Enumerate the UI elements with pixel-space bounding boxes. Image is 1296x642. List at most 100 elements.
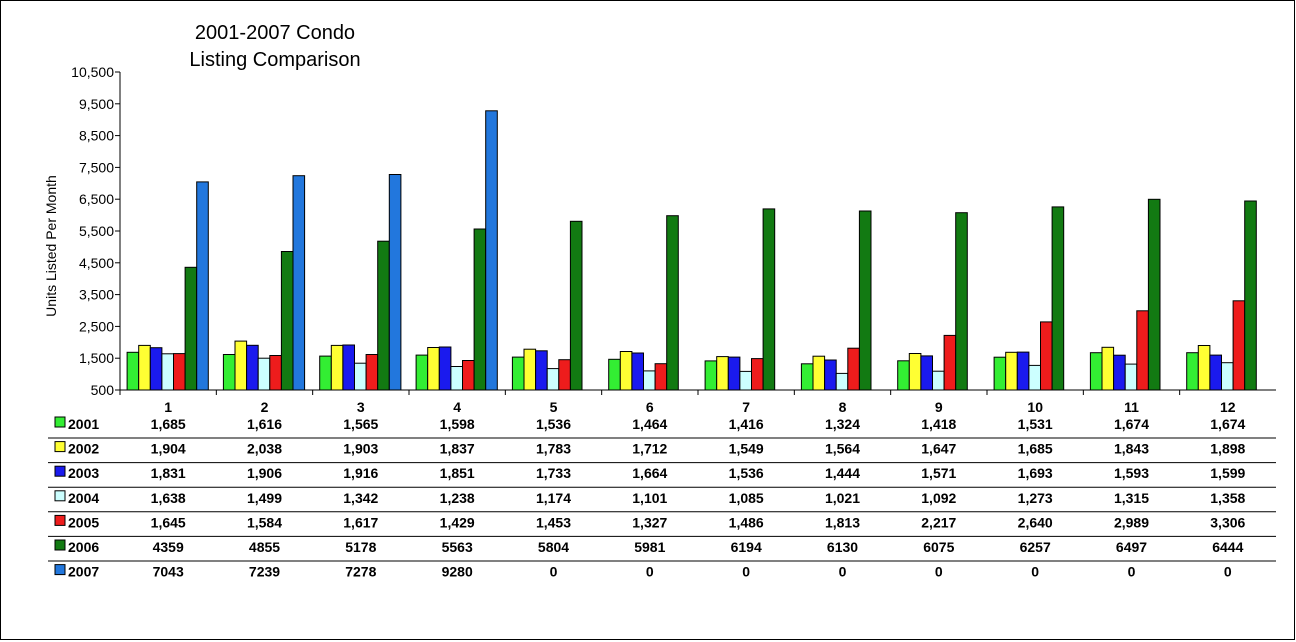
x-tick-label: 11: [1124, 399, 1139, 415]
table-cell: 1,783: [536, 441, 571, 457]
bar-2004-10: [1028, 364, 1042, 391]
bar-2003-11: [1113, 354, 1126, 391]
bar-2002-7: [716, 356, 729, 391]
bar-2002-12: [1197, 345, 1211, 391]
table-cell: 1,843: [1114, 441, 1149, 457]
table-cell: 1,174: [536, 490, 571, 506]
table-cell: 1,273: [1018, 490, 1053, 506]
bar-2003-9: [920, 355, 934, 391]
bar-2005-11: [1136, 310, 1149, 391]
legend-key-2007: [54, 564, 66, 576]
bar-2005-10: [1040, 321, 1053, 391]
bar-2006-1: [184, 266, 198, 391]
table-cell: 2,989: [1114, 514, 1149, 530]
bar-2004-3: [354, 362, 367, 391]
bar-2004-4: [450, 366, 463, 391]
legend-key-2004: [54, 490, 66, 502]
table-cell: 2,038: [247, 441, 282, 457]
row-label-2007: 2007: [68, 564, 99, 580]
row-label-2004: 2004: [68, 490, 99, 506]
table-cell: 1,733: [536, 465, 571, 481]
bar-2006-7: [762, 208, 776, 391]
table-cell: 1,712: [632, 441, 667, 457]
table-cell: 1,645: [151, 514, 186, 530]
bar-2001-3: [319, 355, 332, 391]
table-cell: 1,593: [1114, 465, 1149, 481]
x-tick-label: 5: [550, 399, 558, 415]
table-cell: 0: [935, 564, 943, 580]
bar-2001-8: [800, 363, 814, 391]
bar-2006-4: [473, 228, 487, 391]
x-tick-label: 4: [453, 399, 461, 415]
table-cell: 3,306: [1210, 514, 1245, 530]
bar-2003-5: [535, 350, 548, 391]
table-cell: 1,418: [921, 416, 956, 432]
table-cell: 1,499: [247, 490, 282, 506]
table-cell: 9280: [442, 564, 473, 580]
chart-title-line-1: 2001-2007 Condo: [195, 22, 355, 44]
y-tick-label: 8,500: [79, 128, 114, 144]
table-cell: 2,640: [1018, 514, 1053, 530]
bar-2005-8: [847, 347, 860, 391]
row-label-2005: 2005: [68, 514, 99, 530]
legend-key-2002: [54, 441, 66, 453]
bar-2003-6: [631, 352, 645, 391]
table-cell: 1,584: [247, 514, 282, 530]
bar-2005-9: [943, 334, 957, 391]
x-tick-label: 1: [164, 399, 172, 415]
bar-2001-7: [704, 360, 718, 391]
table-cell: 1,564: [825, 441, 860, 457]
bar-2004-6: [643, 370, 656, 391]
table-cell: 1,416: [729, 416, 764, 432]
table-cell: 1,674: [1210, 416, 1245, 432]
table-cell: 1,598: [440, 416, 475, 432]
table-cell: 1,536: [729, 465, 764, 481]
table-cell: 1,664: [632, 465, 667, 481]
table-cell: 5804: [538, 539, 569, 555]
table-cell: 0: [550, 564, 558, 580]
bar-2001-12: [1186, 352, 1199, 391]
table-cell: 0: [646, 564, 654, 580]
table-cell: 5981: [634, 539, 665, 555]
table-cell: 1,342: [343, 490, 378, 506]
row-label-2002: 2002: [68, 441, 99, 457]
bar-2003-2: [246, 344, 259, 391]
table-cell: 1,324: [825, 416, 860, 432]
bar-2006-3: [377, 240, 390, 391]
table-cell: 1,599: [1210, 465, 1245, 481]
bar-2002-11: [1101, 346, 1115, 391]
table-cell: 0: [839, 564, 847, 580]
bar-2005-7: [751, 358, 764, 391]
bar-2005-3: [365, 354, 379, 391]
table-cell: 1,906: [247, 465, 282, 481]
bar-2005-2: [269, 355, 282, 391]
bar-2006-6: [666, 215, 679, 391]
table-cell: 4855: [249, 539, 280, 555]
table-cell: 1,685: [1018, 441, 1053, 457]
table-cell: 0: [1224, 564, 1232, 580]
table-cell: 1,674: [1114, 416, 1149, 432]
bar-2003-4: [438, 346, 452, 391]
bar-2004-8: [835, 372, 849, 391]
bar-2006-10: [1051, 206, 1065, 391]
table-cell: 7239: [249, 564, 280, 580]
table-cell: 1,813: [825, 514, 860, 530]
table-cell: 6497: [1116, 539, 1147, 555]
legend-key-2005: [54, 514, 66, 526]
table-cell: 1,092: [921, 490, 956, 506]
table-cell: 5563: [442, 539, 473, 555]
table-cell: 1,916: [343, 465, 378, 481]
bar-2005-6: [654, 363, 668, 391]
bar-2003-3: [342, 344, 355, 391]
bar-2002-1: [138, 344, 151, 391]
table-cell: 1,565: [343, 416, 378, 432]
table-cell: 1,831: [151, 465, 186, 481]
bar-2002-6: [619, 351, 633, 391]
bar-2007-2: [292, 175, 306, 391]
bar-2004-2: [257, 357, 271, 391]
bar-2003-10: [1016, 351, 1030, 391]
y-tick-label: 4,500: [79, 255, 114, 271]
bar-2007-3: [388, 174, 402, 391]
bar-2004-11: [1124, 363, 1138, 391]
